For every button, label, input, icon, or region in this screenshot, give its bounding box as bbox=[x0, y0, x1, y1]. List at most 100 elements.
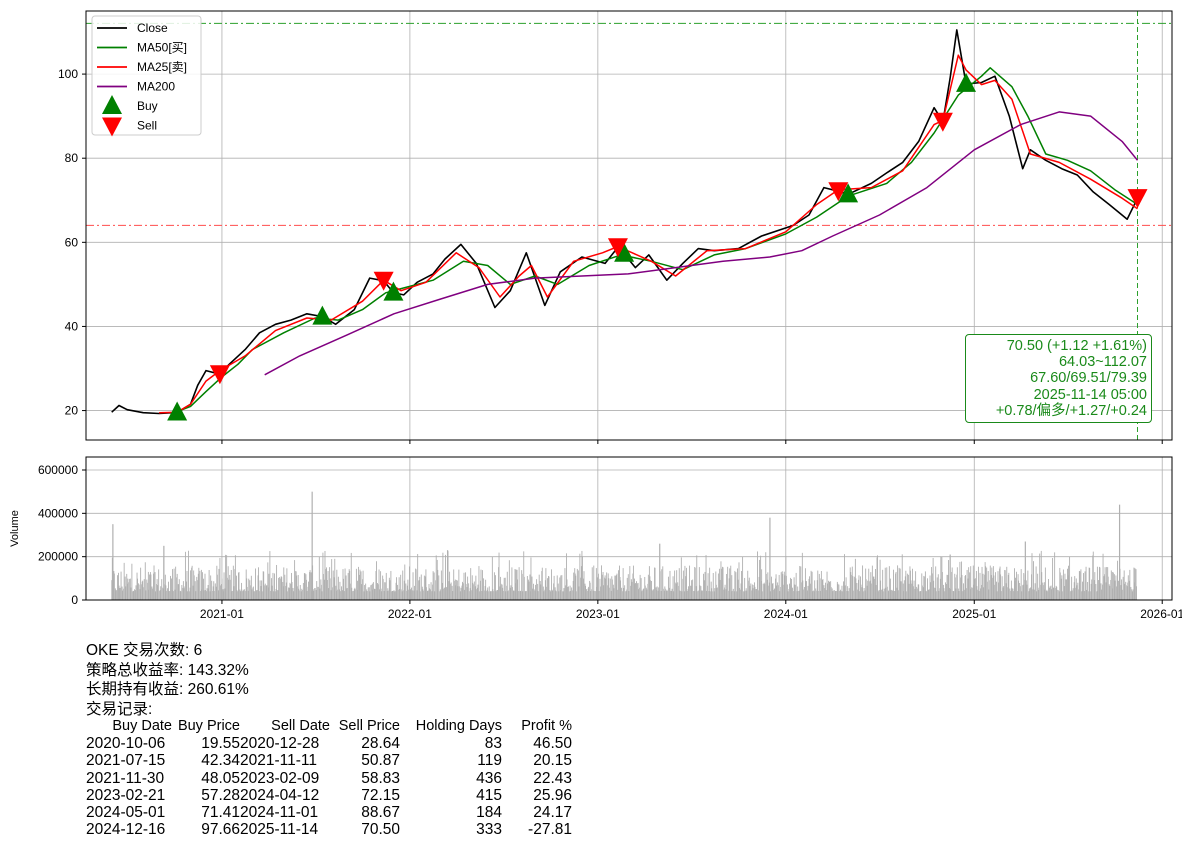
volume-bar-1318 bbox=[1095, 584, 1097, 600]
volume-bar-966 bbox=[832, 591, 834, 600]
volume-bar-764 bbox=[681, 591, 683, 600]
volume-bar-256 bbox=[302, 589, 304, 600]
volume-bar-433 bbox=[434, 591, 436, 600]
volume-bar-944 bbox=[815, 590, 817, 600]
volume-bar-655 bbox=[600, 586, 601, 600]
volume-bar-855 bbox=[749, 585, 751, 600]
volume-bar-1213 bbox=[1016, 591, 1018, 600]
volume-bar-1045 bbox=[891, 589, 893, 600]
volume-bar-686 bbox=[623, 587, 625, 600]
volume-bar-997 bbox=[855, 578, 857, 600]
volume-bar-1202 bbox=[1008, 572, 1010, 600]
volume-bar-491 bbox=[477, 584, 479, 600]
xtick-label-4: 2025-01 bbox=[952, 607, 996, 621]
volume-bar-802 bbox=[709, 591, 711, 600]
volume-bar-750 bbox=[671, 591, 672, 600]
volume-bar-527 bbox=[504, 577, 506, 600]
volume-bar-365 bbox=[383, 591, 385, 600]
volume-bar-114 bbox=[196, 576, 198, 600]
volume-bar-1059 bbox=[901, 554, 903, 600]
volume-bar-838 bbox=[736, 568, 738, 600]
volume-bar-320 bbox=[350, 583, 352, 600]
volume-bar-347 bbox=[370, 585, 372, 600]
volume-bar-1148 bbox=[968, 567, 970, 600]
volume-bar-424 bbox=[427, 590, 429, 600]
volume-bar-673 bbox=[613, 588, 615, 600]
volume-bar-159 bbox=[229, 579, 231, 600]
volume-bar-565 bbox=[533, 583, 534, 600]
volume-bar-873 bbox=[762, 583, 764, 600]
volume-bar-179 bbox=[244, 591, 246, 600]
volume-bar-78 bbox=[169, 590, 171, 600]
volume-bar-850 bbox=[745, 588, 747, 600]
volume-bar-1155 bbox=[973, 584, 975, 600]
volume-bar-905 bbox=[786, 584, 788, 600]
volume-bar-992 bbox=[851, 566, 853, 600]
volume-bar-50 bbox=[148, 589, 150, 600]
volume-bar-203 bbox=[262, 571, 264, 600]
volume-bar-530 bbox=[506, 571, 508, 600]
volume-bar-41 bbox=[141, 581, 143, 600]
volume-bar-102 bbox=[187, 591, 188, 600]
volume-bar-1355 bbox=[1122, 576, 1124, 600]
volume-bar-133 bbox=[210, 575, 212, 600]
volume-bar-578 bbox=[542, 586, 544, 600]
volume-bar-253 bbox=[299, 585, 301, 600]
volume-bar-1273 bbox=[1061, 575, 1063, 600]
volume-bar-465 bbox=[458, 569, 460, 600]
volume-bar-214 bbox=[270, 578, 272, 600]
volume-bar-444 bbox=[442, 552, 444, 600]
volume-bar-42 bbox=[142, 580, 144, 600]
volume-bar-233 bbox=[284, 585, 286, 600]
volume-bar-1330 bbox=[1104, 574, 1106, 600]
price-plot-frame bbox=[85, 10, 1173, 441]
volume-bar-172 bbox=[239, 589, 241, 600]
volume-bar-1025 bbox=[876, 557, 878, 600]
volume-bar-349 bbox=[371, 583, 373, 600]
volume-bar-248 bbox=[296, 575, 298, 600]
volume-bar-1205 bbox=[1010, 580, 1012, 600]
volume-bar-627 bbox=[579, 553, 581, 600]
volume-bar-730 bbox=[656, 590, 658, 600]
volume-bar-920 bbox=[798, 591, 800, 600]
volume-bar-663 bbox=[606, 572, 608, 600]
volume-bar-900 bbox=[783, 584, 785, 600]
volume-bar-697 bbox=[631, 581, 633, 600]
volume-bar-1250 bbox=[1044, 589, 1046, 600]
volume-bar-117 bbox=[198, 567, 200, 600]
volume-bar-101 bbox=[186, 570, 188, 600]
volume-bar-394 bbox=[405, 583, 407, 600]
volume-bar-260 bbox=[305, 574, 307, 600]
volume-bar-370 bbox=[387, 588, 389, 600]
volume-bar-1284 bbox=[1069, 591, 1071, 600]
volume-bar-272 bbox=[314, 588, 316, 600]
volume-bar-231 bbox=[283, 567, 285, 600]
volume-bar-299 bbox=[334, 558, 336, 600]
volume-bar-1084 bbox=[920, 590, 922, 600]
volume-bar-407 bbox=[415, 568, 417, 600]
xtick-label-0: 2021-01 bbox=[200, 607, 244, 621]
volume-bar-1163 bbox=[979, 572, 981, 600]
volume-bar-67 bbox=[161, 579, 163, 600]
volume-bar-1071 bbox=[910, 580, 912, 600]
volume-bar-519 bbox=[498, 552, 500, 600]
table-cell: 50.87 bbox=[361, 752, 400, 770]
volume-bar-112 bbox=[194, 581, 196, 600]
volume-bar-915 bbox=[794, 584, 796, 600]
volume-bar-1373 bbox=[1136, 586, 1137, 600]
volume-bar-658 bbox=[602, 572, 604, 600]
volume-bar-1184 bbox=[994, 572, 996, 600]
table-cell: 119 bbox=[477, 752, 502, 770]
volume-bar-621 bbox=[574, 573, 576, 600]
volume-bar-824 bbox=[726, 573, 728, 600]
volume-bar-386 bbox=[399, 588, 401, 600]
volume-bar-484 bbox=[472, 582, 474, 600]
volume-bar-859 bbox=[752, 588, 754, 600]
volume-bar-213 bbox=[269, 590, 271, 600]
volume-bar-704 bbox=[636, 583, 638, 600]
volume-bar-1323 bbox=[1098, 566, 1100, 600]
volume-bar-507 bbox=[489, 591, 491, 600]
volume-bar-563 bbox=[531, 576, 533, 600]
volume-bar-1258 bbox=[1050, 585, 1052, 600]
volume-bar-360 bbox=[380, 571, 382, 600]
